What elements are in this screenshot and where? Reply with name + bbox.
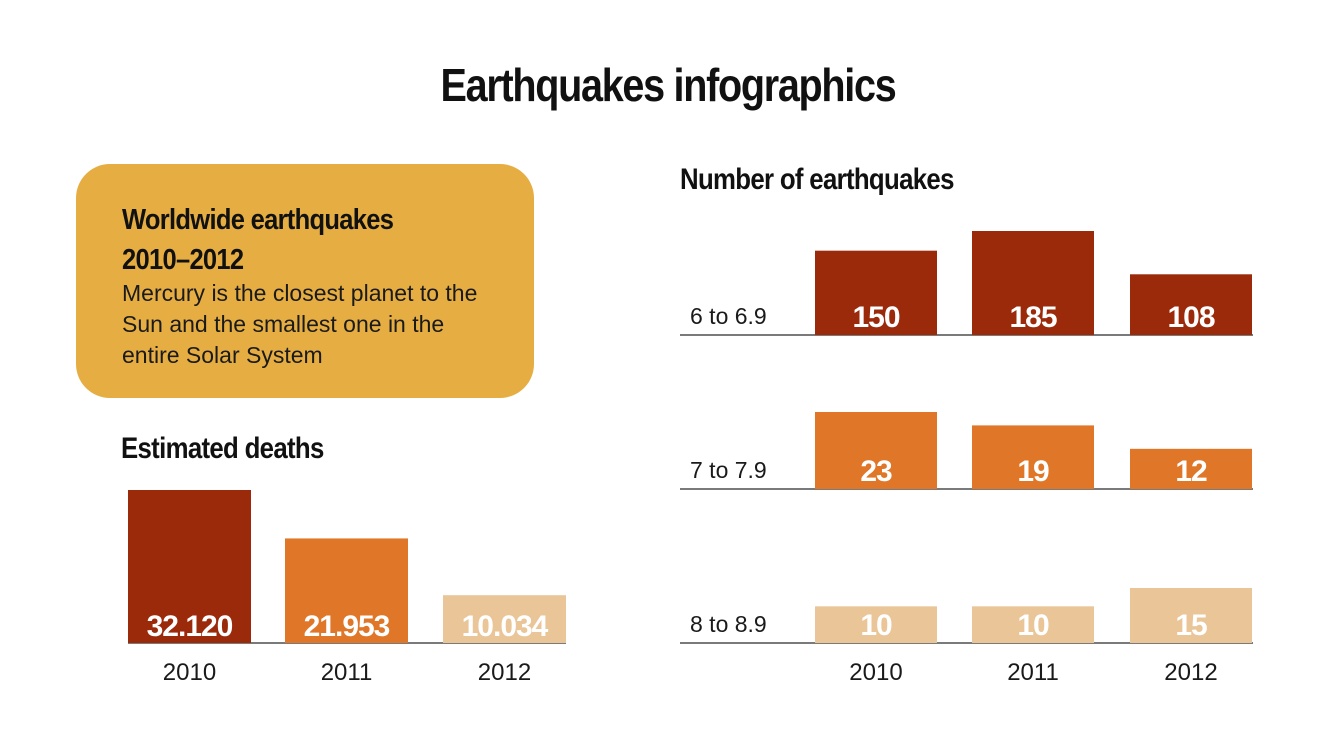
deaths-x-tick-2012: 2012 xyxy=(478,659,531,686)
page-title: Earthquakes infographics xyxy=(440,59,897,111)
earthquakes-bar-row-2-2012 xyxy=(1130,448,1252,489)
earthquakes-row-label-1: 6 to 6.9 xyxy=(690,303,767,329)
deaths-x-tick-2011: 2011 xyxy=(321,659,373,686)
info-card-body: Mercury is the closest planet to the Sun… xyxy=(122,280,478,368)
earthquakes-bar-row-3-2010 xyxy=(815,606,937,643)
earthquakes-bar-row-3-2012 xyxy=(1130,588,1252,643)
earthquakes-value-label-row-3-2011: 10 xyxy=(1017,609,1049,642)
earthquakes-value-label-row-2-2011: 19 xyxy=(1017,455,1049,488)
earthquakes-bar-row-2-2010 xyxy=(815,412,937,489)
info-card-heading: Worldwide earthquakes 2010–2012 xyxy=(122,204,394,276)
deaths-value-label-2010: 32.120 xyxy=(147,610,233,643)
deaths-x-tick-2010: 2010 xyxy=(163,659,216,686)
info-card: Worldwide earthquakes 2010–2012 Mercury … xyxy=(76,164,534,398)
deaths-bar-2012 xyxy=(443,595,566,643)
deaths-value-label-2012: 10.034 xyxy=(462,610,549,643)
earthquakes-value-label-row-1-2010: 150 xyxy=(852,301,899,334)
earthquakes-value-label-row-2-2012: 12 xyxy=(1175,455,1207,488)
earthquakes-bar-row-1-2010 xyxy=(815,250,937,335)
earthquakes-bar-row-2-2011 xyxy=(972,425,1094,489)
earthquakes-value-label-row-3-2012: 15 xyxy=(1175,609,1207,642)
earthquakes-x-tick-2012: 2012 xyxy=(1164,659,1217,686)
earthquakes-bar-row-1-2012 xyxy=(1130,274,1252,335)
earthquakes-value-label-row-2-2010: 23 xyxy=(860,455,892,488)
earthquakes-chart-title: Number of earthquakes xyxy=(680,163,954,196)
earthquakes-value-label-row-1-2012: 108 xyxy=(1167,301,1214,334)
earthquakes-x-tick-2010: 2010 xyxy=(849,659,902,686)
deaths-value-label-2011: 21.953 xyxy=(304,610,390,643)
earthquakes-bar-row-1-2011 xyxy=(972,231,1094,335)
earthquakes-value-label-row-3-2010: 10 xyxy=(860,609,892,642)
earthquakes-bar-row-3-2011 xyxy=(972,606,1094,643)
earthquakes-row-label-2: 7 to 7.9 xyxy=(690,457,767,483)
earthquakes-x-tick-2011: 2011 xyxy=(1007,659,1059,686)
deaths-chart-title: Estimated deaths xyxy=(121,432,324,465)
deaths-bar-2010 xyxy=(128,490,251,643)
deaths-bar-2011 xyxy=(285,538,408,643)
earthquakes-row-label-3: 8 to 8.9 xyxy=(690,611,767,637)
earthquakes-value-label-row-1-2011: 185 xyxy=(1009,301,1056,334)
